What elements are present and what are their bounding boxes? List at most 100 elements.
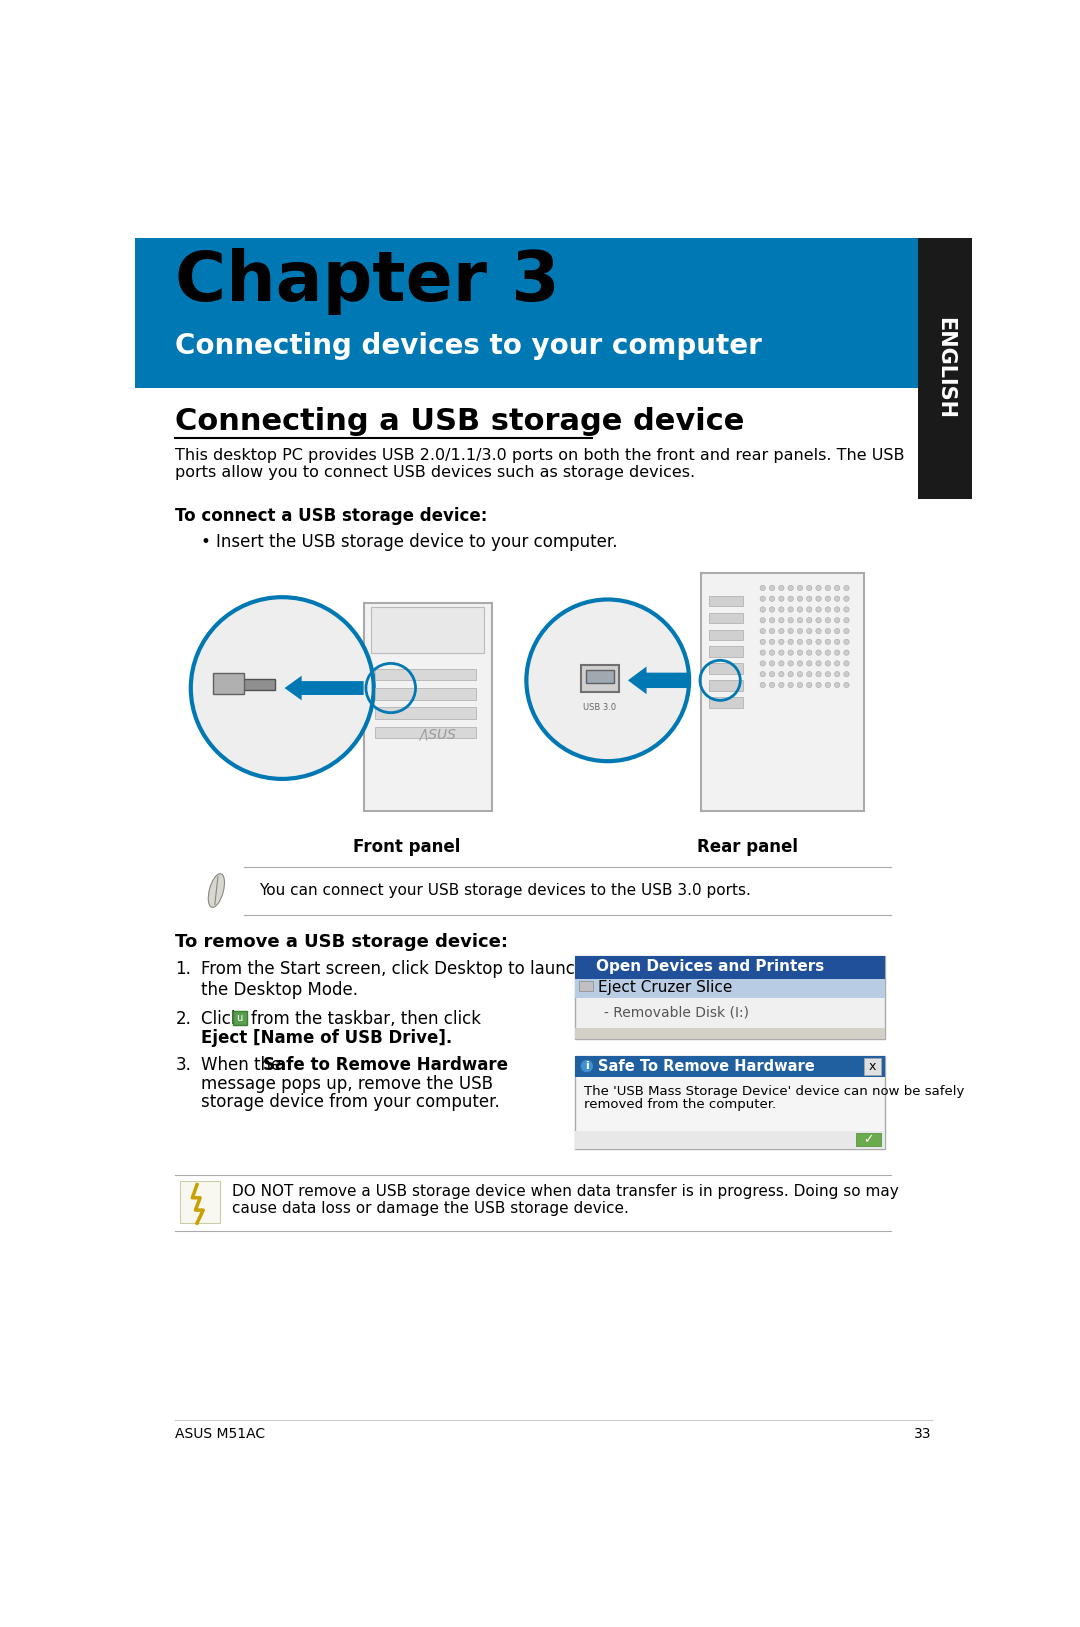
- Text: To connect a USB storage device:: To connect a USB storage device:: [175, 508, 488, 526]
- Circle shape: [769, 607, 774, 612]
- Circle shape: [843, 661, 849, 665]
- Text: You can connect your USB storage devices to the USB 3.0 ports.: You can connect your USB storage devices…: [259, 883, 751, 898]
- Text: Safe to Remove Hardware: Safe to Remove Hardware: [262, 1056, 508, 1074]
- Bar: [918, 238, 972, 499]
- Circle shape: [825, 661, 831, 665]
- Text: Eject Cruzer Slice: Eject Cruzer Slice: [598, 979, 733, 996]
- Circle shape: [835, 618, 840, 623]
- Text: Connecting devices to your computer: Connecting devices to your computer: [175, 332, 762, 360]
- Text: Chapter 3: Chapter 3: [175, 247, 559, 314]
- Bar: [576, 1028, 886, 1040]
- Bar: [708, 680, 743, 691]
- Circle shape: [843, 649, 849, 656]
- Circle shape: [843, 595, 849, 602]
- Circle shape: [807, 595, 812, 602]
- Text: 2.: 2.: [175, 1010, 191, 1028]
- Circle shape: [526, 599, 689, 761]
- Text: u: u: [237, 1012, 243, 1023]
- Circle shape: [788, 595, 794, 602]
- Ellipse shape: [208, 874, 225, 908]
- Text: 3.: 3.: [175, 1056, 191, 1074]
- Circle shape: [835, 672, 840, 677]
- Circle shape: [797, 682, 802, 688]
- Text: To remove a USB storage device:: To remove a USB storage device:: [175, 932, 509, 950]
- Circle shape: [807, 661, 812, 665]
- Bar: [372, 607, 484, 654]
- Circle shape: [760, 672, 766, 677]
- Circle shape: [815, 586, 821, 591]
- Circle shape: [815, 618, 821, 623]
- Circle shape: [779, 661, 784, 665]
- Circle shape: [769, 586, 774, 591]
- Bar: [375, 688, 476, 700]
- Circle shape: [788, 649, 794, 656]
- Circle shape: [788, 661, 794, 665]
- Circle shape: [760, 649, 766, 656]
- Circle shape: [843, 672, 849, 677]
- Text: 33: 33: [914, 1427, 932, 1442]
- Circle shape: [191, 597, 374, 779]
- Bar: [576, 957, 886, 1040]
- Circle shape: [815, 595, 821, 602]
- Circle shape: [835, 586, 840, 591]
- Circle shape: [797, 661, 802, 665]
- Circle shape: [769, 661, 774, 665]
- Bar: [576, 1131, 886, 1149]
- Circle shape: [843, 628, 849, 635]
- Circle shape: [788, 586, 794, 591]
- Text: ✓: ✓: [863, 1132, 874, 1145]
- Circle shape: [835, 682, 840, 688]
- Text: storage device from your computer.: storage device from your computer.: [201, 1093, 500, 1111]
- Text: removed from the computer.: removed from the computer.: [584, 1098, 777, 1111]
- Circle shape: [825, 649, 831, 656]
- Circle shape: [825, 586, 831, 591]
- Circle shape: [788, 672, 794, 677]
- Bar: [233, 1012, 246, 1025]
- Bar: [855, 1132, 880, 1145]
- Circle shape: [760, 607, 766, 612]
- Bar: [576, 1056, 886, 1077]
- Text: 1.: 1.: [175, 960, 191, 978]
- Bar: [701, 573, 864, 812]
- Bar: [708, 698, 743, 708]
- Circle shape: [835, 628, 840, 635]
- Text: Front panel: Front panel: [352, 838, 460, 856]
- Text: Click: Click: [201, 1010, 246, 1028]
- Circle shape: [760, 595, 766, 602]
- Circle shape: [835, 607, 840, 612]
- Circle shape: [825, 607, 831, 612]
- Circle shape: [825, 682, 831, 688]
- Circle shape: [835, 595, 840, 602]
- Circle shape: [807, 607, 812, 612]
- Circle shape: [825, 628, 831, 635]
- Circle shape: [760, 639, 766, 644]
- Circle shape: [843, 639, 849, 644]
- Bar: [581, 665, 619, 691]
- Circle shape: [769, 618, 774, 623]
- Bar: [864, 1058, 880, 1074]
- Circle shape: [769, 649, 774, 656]
- Circle shape: [797, 649, 802, 656]
- Circle shape: [807, 649, 812, 656]
- Bar: [576, 1056, 886, 1149]
- Circle shape: [843, 607, 849, 612]
- Bar: [135, 238, 918, 387]
- Circle shape: [825, 595, 831, 602]
- Circle shape: [815, 672, 821, 677]
- Circle shape: [760, 618, 766, 623]
- Circle shape: [807, 618, 812, 623]
- Circle shape: [807, 639, 812, 644]
- Circle shape: [815, 661, 821, 665]
- Bar: [364, 604, 491, 812]
- Circle shape: [769, 682, 774, 688]
- Circle shape: [807, 682, 812, 688]
- FancyArrow shape: [284, 675, 364, 700]
- Text: Connecting a USB storage device: Connecting a USB storage device: [175, 407, 745, 436]
- Bar: [375, 669, 476, 680]
- Circle shape: [815, 628, 821, 635]
- FancyArrow shape: [627, 667, 689, 695]
- Circle shape: [788, 607, 794, 612]
- Text: from the taskbar, then click: from the taskbar, then click: [252, 1010, 486, 1028]
- Circle shape: [779, 639, 784, 644]
- Circle shape: [581, 1059, 593, 1072]
